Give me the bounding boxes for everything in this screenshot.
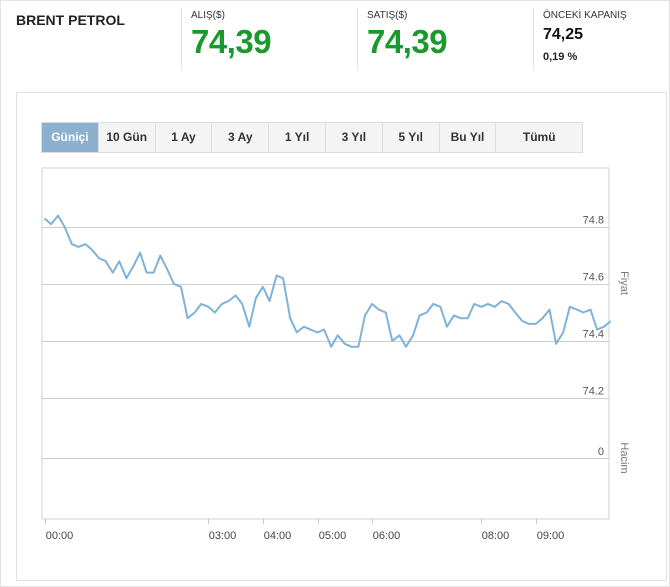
x-tick-label: 06:00 bbox=[373, 530, 401, 542]
y-tick-label: 74.2 bbox=[583, 386, 604, 398]
y-tick-label: 74.8 bbox=[583, 215, 604, 227]
tab-3-years[interactable]: 3 Yıl bbox=[326, 123, 383, 152]
previous-close-block: ÖNCEKİ KAPANIŞ 74,25 0,19 % bbox=[543, 10, 627, 63]
tab-1-year[interactable]: 1 Yıl bbox=[269, 123, 326, 152]
tab-intraday[interactable]: Güniçi bbox=[42, 123, 99, 152]
tab-this-year[interactable]: Bu Yıl bbox=[440, 123, 497, 152]
x-tick-label: 09:00 bbox=[537, 530, 565, 542]
chart-panel bbox=[16, 92, 667, 581]
previous-close-value: 74,25 bbox=[543, 26, 584, 43]
tab-5-years[interactable]: 5 Yıl bbox=[383, 123, 440, 152]
bid-block: ALIŞ($) 74,39 bbox=[191, 10, 272, 61]
previous-close-label: ÖNCEKİ KAPANIŞ bbox=[543, 10, 627, 21]
volume-axis-title: Hacim bbox=[618, 442, 630, 473]
ask-label: SATIŞ($) bbox=[367, 10, 408, 21]
y-tick-label: 74.4 bbox=[583, 329, 604, 341]
change-percent: 0,19 % bbox=[543, 51, 578, 63]
period-tabs: Güniçi 10 Gün 1 Ay 3 Ay 1 Yıl 3 Yıl 5 Yı… bbox=[41, 122, 583, 153]
header-divider bbox=[357, 8, 358, 70]
x-tick-label: 03:00 bbox=[209, 530, 237, 542]
instrument-name: BRENT PETROL bbox=[16, 12, 125, 28]
tab-3-months[interactable]: 3 Ay bbox=[212, 123, 270, 152]
x-tick-label: 00:00 bbox=[46, 530, 74, 542]
bid-label: ALIŞ($) bbox=[191, 10, 225, 21]
bid-price: 74,39 bbox=[191, 23, 272, 60]
ask-block: SATIŞ($) 74,39 bbox=[367, 10, 448, 61]
y-tick-label: 74.6 bbox=[583, 272, 604, 284]
header-divider bbox=[533, 8, 534, 70]
ask-price: 74,39 bbox=[367, 23, 448, 60]
tab-10-days[interactable]: 10 Gün bbox=[99, 123, 156, 152]
header-divider bbox=[181, 8, 182, 70]
plot-area bbox=[41, 167, 610, 520]
price-series-line bbox=[43, 214, 612, 348]
volume-tick-label: 0 bbox=[598, 446, 604, 458]
x-tick-label: 05:00 bbox=[319, 530, 347, 542]
tab-all[interactable]: Tümü bbox=[522, 130, 556, 144]
x-tick-label: 08:00 bbox=[482, 530, 510, 542]
tab-1-month[interactable]: 1 Ay bbox=[156, 123, 213, 152]
x-tick-label: 04:00 bbox=[264, 530, 292, 542]
price-axis-title: Fiyat bbox=[618, 271, 630, 295]
